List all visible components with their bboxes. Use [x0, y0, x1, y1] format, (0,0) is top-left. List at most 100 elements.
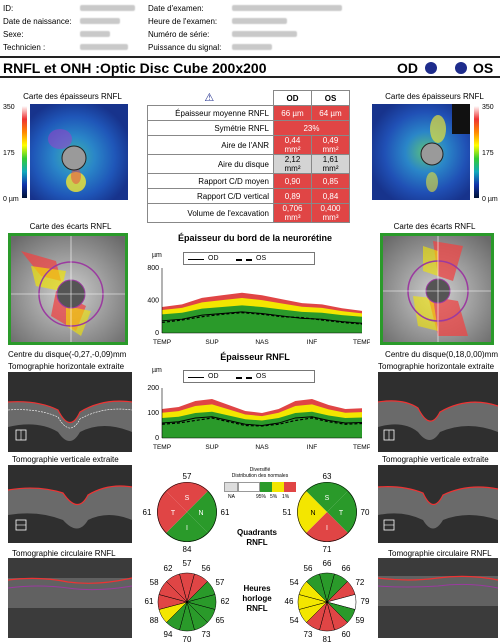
clock-hour-value: 57: [182, 559, 192, 568]
table-row: Épaisseur moyenne RNFL 66 µm 64 µm: [147, 105, 350, 121]
clock-hour-value: 62: [220, 597, 230, 606]
dist-na-swatch: [224, 482, 238, 492]
clock-hour-value: 88: [149, 616, 159, 625]
patient-id-label: ID:: [3, 4, 14, 13]
x-tick-label: INF: [307, 339, 318, 346]
os-disc-center: Centre du disque(0,18,0,00)mm: [385, 350, 498, 359]
scale-max-os: 350: [482, 104, 494, 111]
os-quadrant-s: 63: [322, 472, 332, 481]
clock-hour-value: 66: [322, 559, 332, 568]
od-vertical-scan-title: Tomographie verticale extraite: [12, 455, 119, 464]
os-vertical-scan: [378, 465, 498, 543]
dist-red-swatch: [284, 482, 296, 492]
od-value: 2,12 mm²: [273, 154, 312, 174]
clock-hour-value: 56: [201, 564, 211, 574]
exam-date-label: Date d'examen:: [148, 4, 204, 13]
svg-text:S: S: [325, 495, 330, 502]
od-quadrant-chart: S N I T: [157, 482, 217, 542]
x-tick-label: INF: [307, 444, 318, 451]
os-horizontal-scan-title: Tomographie horizontale extraite: [378, 362, 495, 371]
serial-label: Numéro de série:: [148, 30, 210, 39]
clock-hour-value: 79: [360, 597, 370, 606]
clock-hour-value: 72: [355, 578, 365, 587]
os-legend-label: OS: [256, 255, 267, 262]
os-horizontal-scan: [378, 372, 498, 452]
os-quadrant-t: 70: [360, 508, 370, 517]
od-horizontal-scan-title: Tomographie horizontale extraite: [8, 362, 125, 371]
os-thickness-map-title: Carte des épaisseurs RNFL: [385, 92, 484, 101]
od-quadrant-i: 84: [182, 545, 192, 554]
clock-hours-label: Heures horloge RNFL: [242, 584, 272, 613]
svg-text:N: N: [310, 510, 315, 517]
clock-hour-value: 54: [289, 616, 299, 625]
rnfl-thickness-chart: 0 100 200 TEMP SUP NAS INF TEMP: [147, 385, 370, 451]
clock-hour-value: 60: [341, 629, 351, 639]
warning-icon: ⚠: [204, 92, 215, 105]
normal-band: [162, 305, 362, 333]
od-quadrant-t: 61: [142, 508, 152, 517]
od-legend-label: OD: [208, 373, 219, 380]
dist-legend-bar: [224, 482, 296, 492]
row-label: Aire de l'ANR: [147, 135, 274, 155]
sex-label: Sexe:: [3, 30, 24, 39]
od-eye-dot: [425, 62, 437, 74]
y-tick-label: 0: [155, 330, 159, 337]
dist-green-swatch: [260, 482, 272, 492]
symmetry-value: 23%: [273, 120, 350, 136]
dist-yellow-swatch: [272, 482, 284, 492]
os-eye-dot: [455, 62, 467, 74]
report-title-bar: RNFL et ONH :Optic Disc Cube 200x200 OD …: [0, 56, 500, 78]
quadrant-inferior: [305, 512, 349, 542]
os-vertical-scan-title: Tomographie verticale extraite: [382, 455, 489, 464]
od-clock-hours-chart: [157, 572, 217, 632]
os-value: 0,85: [311, 173, 350, 189]
table-row: Rapport C/D vertical 0,89 0,84: [147, 188, 350, 204]
od-value: 0,90: [273, 173, 312, 189]
redacted-value: [80, 44, 128, 50]
clock-hour-value: 57: [215, 578, 225, 587]
os-value: 0,84: [311, 188, 350, 204]
od-value: 66 µm: [273, 105, 312, 121]
svg-text:I: I: [326, 525, 328, 532]
od-circular-scan-title: Tomographie circulaire RNFL: [12, 549, 116, 558]
rim-chart-legend: OD OS: [183, 252, 315, 265]
x-tick-label: SUP: [205, 339, 218, 346]
clock-hour-value: 59: [355, 616, 365, 625]
y-tick-label: 100: [147, 410, 159, 417]
clock-hour-value: 46: [284, 597, 294, 606]
table-head-os: OS: [311, 90, 350, 106]
od-value: 0,706 mm³: [273, 203, 312, 223]
scale-max: 350: [3, 104, 15, 111]
dob-label: Date de naissance:: [3, 17, 72, 26]
os-quadrant-chart: S N I T: [297, 482, 357, 542]
svg-text:N: N: [198, 510, 203, 517]
os-legend-line: [236, 259, 252, 261]
redacted-value: [232, 5, 342, 11]
redacted-value: [80, 31, 110, 37]
od-eye-label: OD: [397, 60, 418, 76]
quadrant-superior: [305, 482, 349, 512]
od-deviation-map: [8, 233, 128, 345]
clock-hour-value: 73: [201, 629, 211, 639]
table-row: Aire de l'ANR 0,44 mm² 0,49 mm²: [147, 135, 350, 155]
table-row: Volume de l'excavation 0,706 mm³ 0,400 m…: [147, 203, 350, 223]
technician-label: Technicien :: [3, 43, 46, 52]
x-tick-label: TEMP: [153, 339, 171, 346]
quadrant-temporal: [327, 490, 357, 534]
od-value: 0,44 mm²: [273, 135, 312, 155]
os-value: 1,61 mm²: [311, 154, 350, 174]
clock-hour-value: 65: [215, 616, 225, 625]
od-legend-line: [188, 377, 204, 378]
clock-hour-value: 94: [163, 629, 173, 639]
os-clock-hours-chart: [297, 572, 357, 632]
od-vertical-scan: [8, 465, 132, 543]
quadrant-superior: [165, 482, 209, 512]
redacted-value: [232, 31, 297, 37]
clock-hour-value: 62: [163, 564, 173, 574]
clock-hour-sector: [306, 573, 328, 603]
x-tick-label: NAS: [255, 339, 269, 346]
os-eye-label: OS: [473, 60, 494, 76]
clock-hour-value: 58: [149, 578, 159, 587]
dist-white-swatch: [238, 482, 260, 492]
rim-chart-unit: µm: [152, 252, 162, 259]
